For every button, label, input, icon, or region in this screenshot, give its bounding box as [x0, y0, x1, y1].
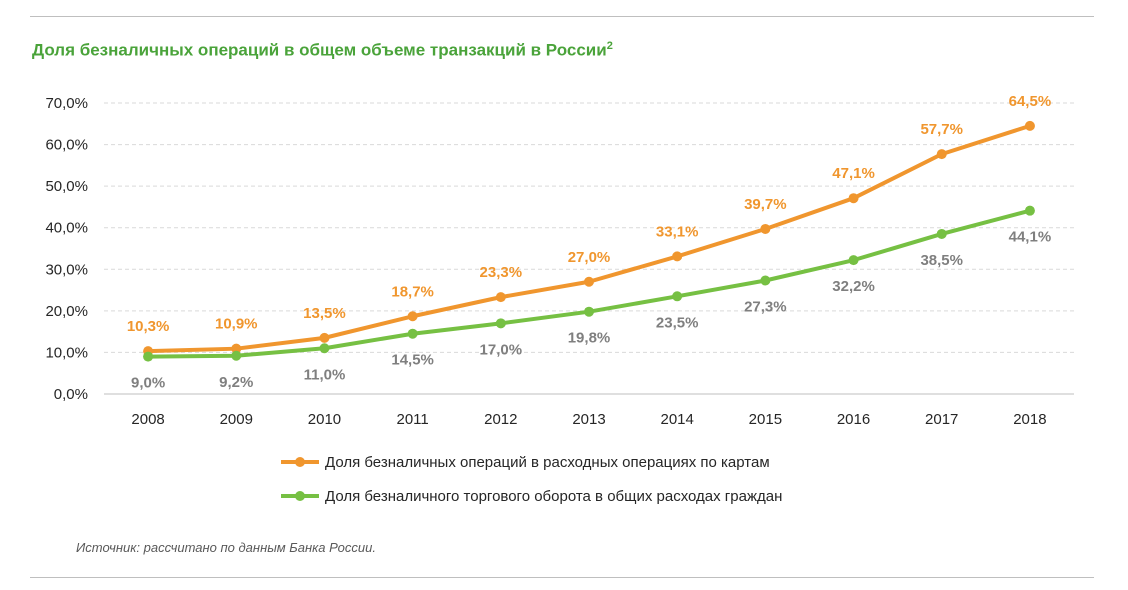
chart-title: Доля безналичных операций в общем объеме… — [32, 40, 613, 61]
x-tick-label: 2011 — [397, 411, 429, 428]
data-label: 10,3% — [127, 318, 170, 335]
x-tick-label: 2018 — [1013, 411, 1046, 428]
series-line-1 — [148, 123, 1031, 354]
data-label: 27,3% — [744, 299, 787, 316]
data-label: 23,3% — [480, 264, 523, 281]
x-tick-label: 2012 — [484, 411, 517, 428]
data-label: 18,7% — [391, 283, 434, 300]
y-tick-label: 40,0% — [45, 220, 88, 237]
top-rule — [30, 16, 1094, 17]
chart-title-text: Доля безналичных операций в общем объеме… — [32, 40, 607, 60]
data-label: 39,7% — [744, 196, 787, 213]
data-point — [936, 228, 947, 239]
data-point — [143, 351, 154, 362]
y-tick-label: 60,0% — [45, 137, 88, 154]
data-label: 47,1% — [832, 165, 875, 182]
x-tick-label: 2015 — [749, 411, 782, 428]
data-point — [231, 343, 242, 354]
bottom-rule — [30, 577, 1094, 578]
legend-swatch-marker — [295, 457, 305, 467]
x-tick-label: 2017 — [925, 411, 958, 428]
data-point — [584, 276, 594, 287]
data-label: 17,0% — [480, 341, 523, 358]
x-tick-label: 2014 — [660, 411, 693, 428]
data-label: 14,5% — [391, 352, 434, 369]
data-point — [760, 275, 771, 286]
data-point — [760, 223, 771, 234]
legend-label: Доля безналичного торгового оборота в об… — [325, 488, 782, 505]
y-tick-label: 70,0% — [45, 95, 88, 112]
data-label: 23,5% — [656, 314, 699, 331]
data-point — [1024, 205, 1035, 216]
legend-swatch-marker — [295, 491, 305, 501]
data-point — [672, 251, 683, 262]
x-tick-label: 2009 — [220, 411, 253, 428]
data-label: 27,0% — [568, 249, 611, 266]
x-tick-label: 2013 — [572, 411, 605, 428]
data-label: 57,7% — [920, 121, 963, 138]
data-label: 19,8% — [568, 330, 611, 347]
y-tick-label: 30,0% — [45, 261, 88, 278]
data-point — [495, 318, 506, 329]
data-point — [848, 193, 859, 204]
data-point — [319, 332, 330, 343]
data-label: 32,2% — [832, 278, 875, 295]
data-point — [407, 311, 418, 322]
data-label: 13,5% — [303, 305, 346, 322]
x-tick-label: 2010 — [308, 411, 341, 428]
title-footnote: 2 — [606, 40, 613, 52]
data-point — [1024, 120, 1035, 131]
data-point — [407, 328, 418, 339]
data-point — [495, 292, 506, 303]
source-note: Источник: рассчитано по данным Банка Рос… — [76, 540, 376, 555]
data-label: 11,0% — [304, 366, 346, 383]
data-point — [672, 291, 683, 302]
data-point — [231, 350, 242, 361]
data-label: 10,9% — [215, 316, 258, 333]
data-label: 44,1% — [1009, 229, 1052, 246]
data-point — [584, 306, 594, 317]
y-tick-label: 10,0% — [45, 344, 88, 361]
data-label: 38,5% — [920, 252, 963, 269]
y-tick-label: 0,0% — [54, 386, 88, 403]
y-tick-label: 20,0% — [45, 303, 88, 320]
legend-label: Доля безналичных операций в расходных оп… — [325, 454, 770, 471]
data-label: 9,2% — [219, 374, 253, 391]
data-label: 64,5% — [1009, 93, 1052, 110]
x-tick-label: 2008 — [131, 411, 164, 428]
data-point — [936, 149, 947, 160]
y-tick-label: 50,0% — [45, 178, 88, 195]
data-point — [848, 255, 859, 266]
data-label: 33,1% — [656, 223, 699, 240]
x-tick-label: 2016 — [837, 411, 870, 428]
data-point — [319, 343, 330, 354]
data-label: 9,0% — [131, 375, 165, 392]
